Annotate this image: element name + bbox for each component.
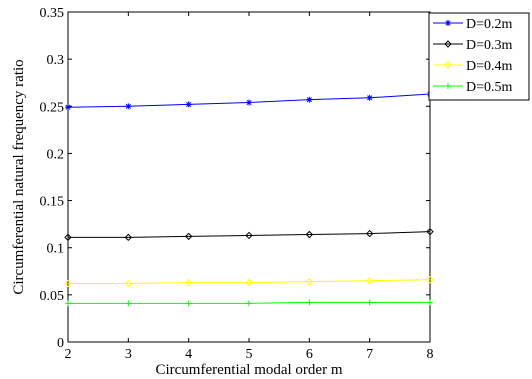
data-point: [125, 103, 132, 110]
x-tick-label: 6: [306, 347, 313, 362]
data-point: [306, 299, 313, 306]
data-point: [444, 61, 452, 69]
data-point: [185, 101, 192, 108]
x-ticks: 2 3 4 5 6 7 8: [65, 12, 434, 362]
legend-entry: D=0.2m: [433, 17, 513, 32]
data-point: [365, 229, 374, 238]
data-point: [65, 300, 71, 307]
x-tick-label: 7: [366, 347, 373, 362]
y-tick-label: 0.2: [47, 147, 65, 162]
legend-label: D=0.3m: [466, 38, 513, 53]
data-point: [246, 99, 252, 106]
y-tick-label: 0.15: [40, 195, 65, 210]
y-tick-label: 0.25: [40, 100, 65, 115]
data-point: [366, 299, 373, 306]
series-4: [65, 299, 433, 307]
data-point: [65, 104, 71, 111]
legend-label: D=0.4m: [466, 59, 513, 74]
data-point: [445, 20, 451, 26]
legend-label: D=0.2m: [466, 17, 513, 32]
y-tick-label: 0: [57, 336, 64, 351]
data-point: [426, 227, 434, 236]
data-point: [305, 277, 314, 286]
y-axis-title: Circumferential natural frequency ratio: [11, 59, 27, 294]
y-tick-label: 0.1: [47, 242, 65, 257]
data-point: [64, 233, 72, 242]
plot-area: [67, 11, 431, 343]
y-tick-label: 0.35: [40, 6, 65, 21]
y-tick-label: 0.3: [47, 53, 65, 68]
data-point: [365, 277, 374, 285]
data-point: [246, 300, 252, 307]
series-line: [68, 279, 431, 285]
series-line: [68, 231, 431, 238]
data-point: [185, 300, 192, 307]
data-point: [306, 96, 313, 103]
data-point: [427, 299, 433, 306]
y-tick-label: 0.05: [40, 289, 65, 304]
legend: D=0.2m D=0.3m D=0.4m D=0.5m: [428, 12, 530, 101]
data-point: [184, 278, 193, 287]
data-point: [184, 232, 193, 241]
legend-entry: D=0.3m: [433, 38, 513, 53]
data-point: [245, 231, 253, 240]
legend-entry: D=0.5m: [433, 80, 513, 95]
data-point: [64, 279, 72, 288]
data-point: [426, 276, 434, 284]
data-point: [124, 233, 133, 242]
data-point: [245, 278, 253, 287]
data-point: [305, 230, 314, 239]
series-2: [64, 227, 434, 242]
x-tick-label: 4: [185, 347, 192, 362]
x-axis-title: Circumferential modal order m: [155, 362, 342, 378]
x-tick-label: 5: [246, 347, 253, 362]
x-tick-label: 3: [125, 347, 132, 362]
y-ticks: 0 0.05 0.1 0.15 0.2 0.25 0.3 0.35: [40, 6, 430, 351]
data-point: [124, 279, 133, 288]
series-3: [64, 276, 434, 288]
data-point: [444, 40, 452, 48]
legend-entry: D=0.4m: [433, 59, 513, 74]
x-tick-label: 2: [65, 347, 72, 362]
data-point: [125, 300, 132, 307]
x-tick-label: 8: [427, 347, 434, 362]
data-point: [366, 94, 373, 101]
data-point: [445, 83, 451, 89]
legend-label: D=0.5m: [466, 80, 513, 95]
series-layer: [64, 91, 434, 307]
